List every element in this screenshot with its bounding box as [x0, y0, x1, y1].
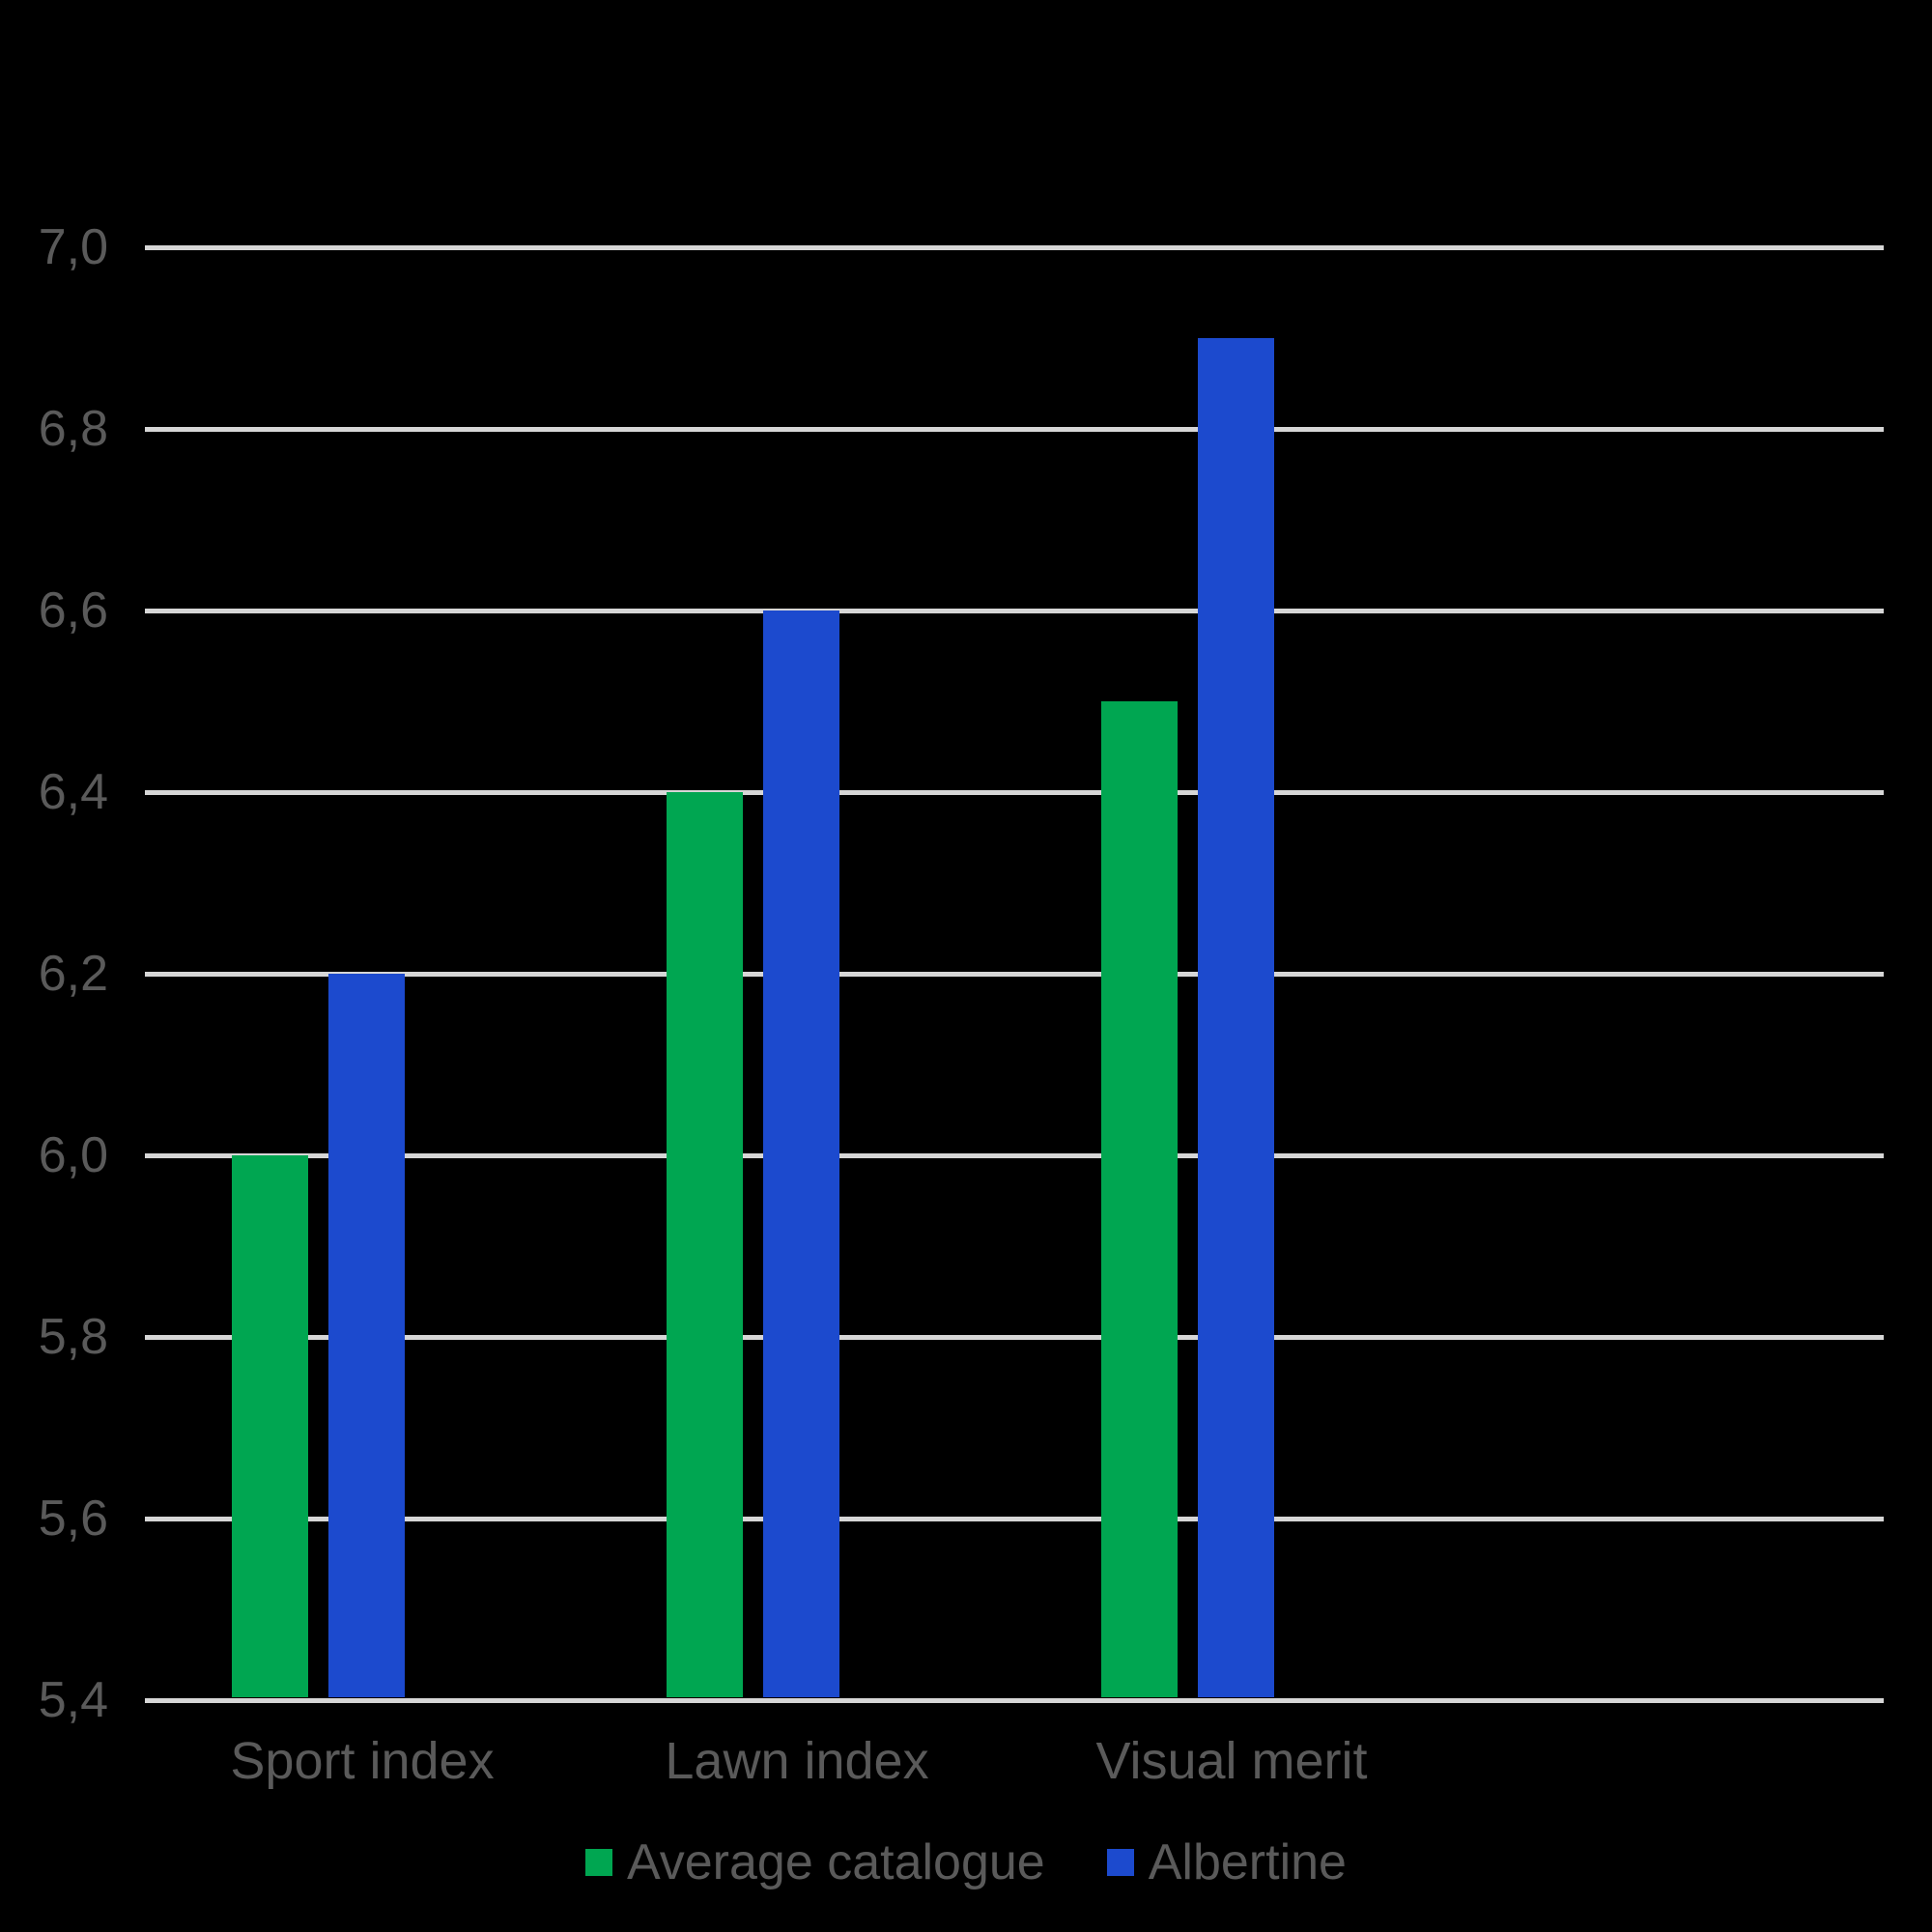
gridline-5,6 — [145, 1516, 1884, 1521]
legend-item-average-catalogue: Average catalogue — [585, 1833, 1045, 1891]
y-tick-label-6,2: 6,2 — [38, 946, 108, 1002]
bar-albertine-visual-merit — [1198, 338, 1274, 1697]
bar-albertine-sport-index — [328, 974, 405, 1697]
y-tick-label-6,8: 6,8 — [38, 401, 108, 457]
legend-label: Albertine — [1148, 1834, 1347, 1890]
legend-swatch-icon — [1106, 1849, 1134, 1876]
legend: Average catalogue Albertine — [0, 1833, 1932, 1891]
gridline-5,4 — [145, 1697, 1884, 1703]
gridline-6,4 — [145, 789, 1884, 795]
y-tick-label-6,0: 6,0 — [38, 1127, 108, 1183]
gridline-7,0 — [145, 244, 1884, 250]
x-label-visual-merit: Visual merit — [1095, 1732, 1368, 1790]
legend-swatch-icon — [585, 1849, 613, 1876]
y-tick-label-5,4: 5,4 — [38, 1672, 108, 1728]
legend-item-albertine: Albertine — [1106, 1833, 1347, 1891]
gridline-5,8 — [145, 1334, 1884, 1340]
bar-average-catalogue-sport-index — [232, 1155, 308, 1697]
legend-label: Average catalogue — [627, 1834, 1045, 1890]
bar-average-catalogue-visual-merit — [1101, 701, 1178, 1697]
y-tick-label-6,6: 6,6 — [38, 582, 108, 639]
gridline-6,8 — [145, 426, 1884, 432]
x-label-lawn-index: Lawn index — [665, 1732, 929, 1790]
gridline-6,2 — [145, 971, 1884, 977]
y-tick-label-6,4: 6,4 — [38, 764, 108, 820]
x-label-sport-index: Sport index — [230, 1732, 495, 1790]
bar-albertine-lawn-index — [763, 611, 839, 1697]
y-tick-label-7,0: 7,0 — [38, 219, 108, 275]
gridline-6,0 — [145, 1152, 1884, 1158]
bar-average-catalogue-lawn-index — [667, 792, 743, 1697]
gridline-6,6 — [145, 608, 1884, 613]
y-tick-label-5,8: 5,8 — [38, 1309, 108, 1365]
y-tick-label-5,6: 5,6 — [38, 1491, 108, 1547]
